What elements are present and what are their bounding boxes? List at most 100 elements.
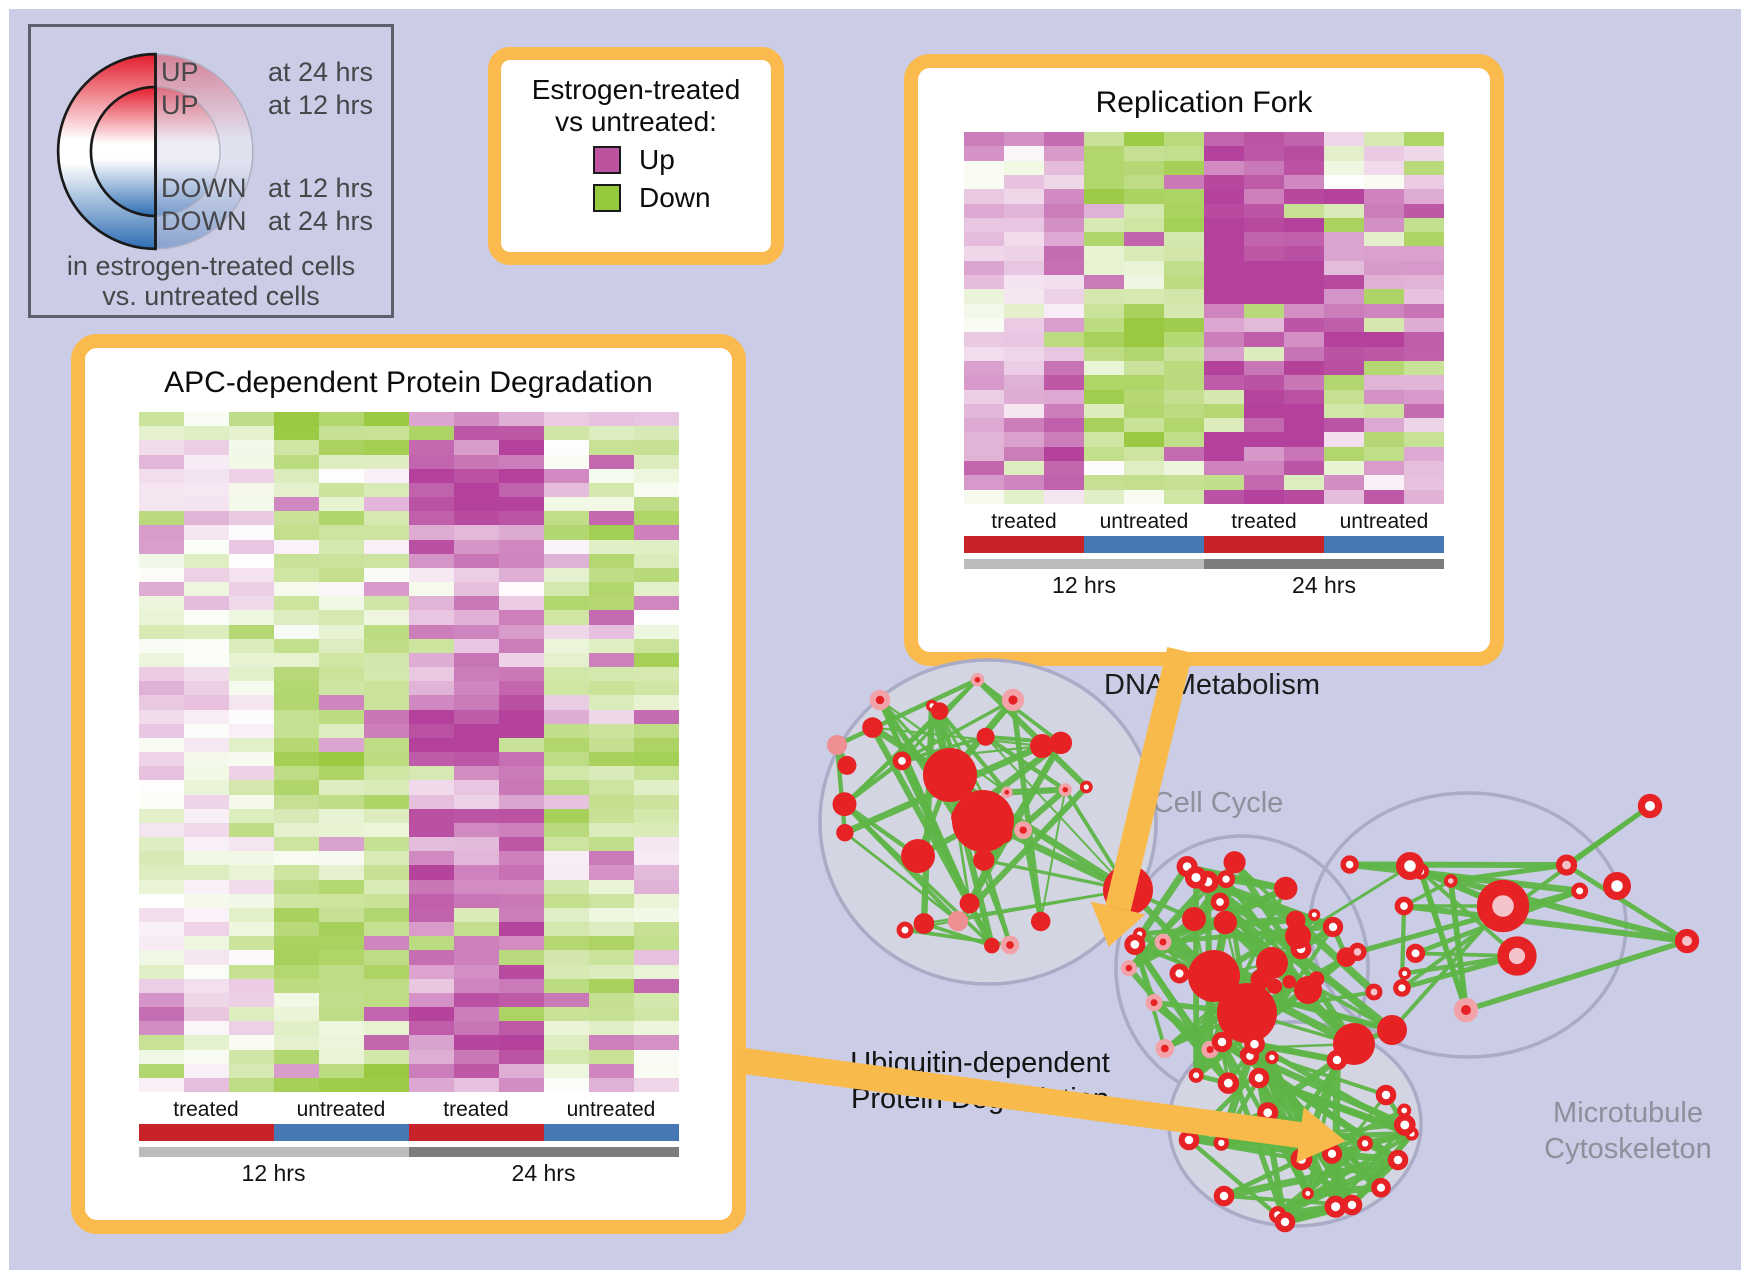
heatmap-cell: [408, 468, 454, 483]
heatmap-cell: [273, 808, 319, 823]
heatmap-cell: [318, 723, 364, 738]
heatmap-cell: [228, 837, 274, 852]
heatmap-cell: [228, 1007, 274, 1022]
time-bars: [138, 1147, 679, 1157]
heatmap-cell: [273, 525, 319, 540]
heatmap-cell: [498, 1063, 544, 1078]
heatmap-cell: [138, 695, 184, 710]
heatmap-cell: [273, 780, 319, 795]
heatmap-cell: [1044, 318, 1084, 333]
heatmap-cell: [1364, 461, 1404, 476]
heatmap-cell: [273, 1063, 319, 1078]
heatmap-cell: [588, 582, 634, 597]
heatmap-cell: [228, 766, 274, 781]
heatmap-cell: [363, 610, 409, 625]
heatmap-cell: [228, 511, 274, 526]
heatmap-cell: [363, 766, 409, 781]
updown-circle-glyph: [56, 52, 254, 251]
heatmap-cell: [1124, 389, 1164, 404]
heatmap-cell: [1124, 375, 1164, 390]
heatmap-cell: [453, 525, 499, 540]
heatmap-cell: [588, 638, 634, 653]
heatmap-cell: [183, 695, 229, 710]
heatmap-cell: [1244, 432, 1284, 447]
heatmap-cell: [1004, 461, 1044, 476]
heatmap-cell: [1284, 346, 1324, 361]
heatmap-cell: [363, 582, 409, 597]
heatmap-cell: [498, 950, 544, 965]
heatmap-cell: [498, 1077, 544, 1092]
bar-24hrs: [1204, 559, 1444, 569]
heatmap-cell: [1084, 189, 1124, 204]
heatmap-cell: [633, 695, 679, 710]
heatmap-cell: [1164, 260, 1204, 276]
heatmap-cell: [498, 497, 544, 512]
heatmap-cell: [363, 412, 409, 427]
heatmap-cell: [633, 837, 679, 852]
heatmap-cell: [453, 964, 499, 979]
heatmap-cell: [408, 964, 454, 979]
heatmap-cell: [1324, 403, 1364, 419]
heatmap-cell: [273, 822, 319, 837]
up-color-swatch: [593, 146, 621, 175]
heatmap-cell: [1124, 189, 1164, 204]
heatmap-cell: [543, 1063, 589, 1078]
untreated-bar: [1084, 536, 1204, 553]
heatmap-cell: [453, 624, 499, 639]
heatmap-cell: [1164, 146, 1204, 161]
heatmap-cell: [964, 403, 1004, 419]
heatmap-cell: [543, 681, 589, 696]
heatmap-cell: [633, 596, 679, 611]
heatmap-cell: [1204, 174, 1244, 190]
down-label: Down: [639, 182, 711, 214]
heatmap-cell: [1004, 146, 1044, 161]
heatmap-cell: [588, 865, 634, 880]
heatmap-cell: [1284, 432, 1324, 447]
heatmap-cell: [588, 468, 634, 483]
heatmap-cell: [318, 482, 364, 497]
heatmap-cell: [633, 638, 679, 653]
heatmap-cell: [964, 132, 1004, 147]
heatmap-cell: [273, 511, 319, 526]
heatmap-cell: [228, 624, 274, 639]
heatmap-cell: [273, 851, 319, 866]
heatmap-cell: [228, 709, 274, 724]
heatmap-cell: [1204, 375, 1244, 390]
heatmap-cell: [363, 695, 409, 710]
heatmap-cell: [1404, 174, 1444, 190]
heatmap-cell: [633, 539, 679, 554]
heatmap-cell: [363, 723, 409, 738]
heatmap-cell: [1364, 174, 1404, 190]
heatmap-cell: [1364, 260, 1404, 276]
heatmap-cell: [1244, 489, 1284, 504]
heatmap-cell: [633, 992, 679, 1007]
heatmap-cell: [543, 497, 589, 512]
heatmap-cell: [363, 851, 409, 866]
heatmap-cell: [1204, 160, 1244, 175]
heatmap-cell: [363, 624, 409, 639]
heatmap-cell: [1324, 489, 1364, 504]
heatmap-cell: [408, 766, 454, 781]
heatmap-cell: [633, 1035, 679, 1050]
heatmap-cell: [588, 780, 634, 795]
heatmap-cell: [1204, 203, 1244, 218]
heatmap-cell: [183, 468, 229, 483]
heatmap-cell: [633, 582, 679, 597]
heatmap-cell: [1204, 246, 1244, 261]
heatmap-cell: [1124, 146, 1164, 161]
heatmap-cell: [453, 780, 499, 795]
heatmap-cell: [964, 289, 1004, 304]
heatmap-cell: [318, 865, 364, 880]
heatmap-cell: [1004, 260, 1044, 276]
heatmap-cell: [543, 624, 589, 639]
heatmap-cell: [588, 412, 634, 427]
heatmap-cell: [1364, 446, 1404, 462]
heatmap-cell: [273, 1049, 319, 1064]
heatmap-cell: [543, 936, 589, 951]
heatmap-cell: [453, 865, 499, 880]
heatmap-cell: [183, 1007, 229, 1022]
heatmap-cell: [363, 865, 409, 880]
heatmap-cell: [183, 638, 229, 653]
heatmap-cell: [1004, 232, 1044, 247]
heatmap-cell: [543, 794, 589, 809]
